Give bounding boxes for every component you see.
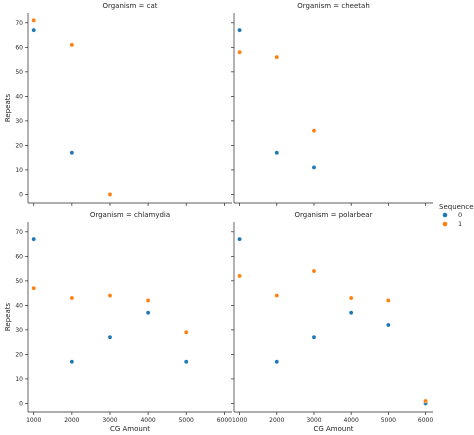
x-tick-label: 2000 bbox=[269, 417, 284, 424]
x-tick-label: 5000 bbox=[381, 417, 396, 424]
point-sequence-0 bbox=[386, 322, 391, 328]
point-sequence-1 bbox=[69, 295, 75, 301]
y-tick-label: 70 bbox=[15, 20, 23, 27]
y-tick-label: 20 bbox=[15, 351, 23, 358]
x-tick-label: 1000 bbox=[232, 417, 247, 424]
y-tick-label: 30 bbox=[15, 327, 23, 334]
legend-marker-0 bbox=[442, 212, 448, 218]
x-tick-label: 5000 bbox=[179, 417, 194, 424]
point-sequence-1 bbox=[274, 54, 280, 60]
legend-label: 0 bbox=[458, 211, 462, 219]
point-sequence-1 bbox=[423, 398, 428, 404]
point-sequence-1 bbox=[386, 298, 391, 303]
point-sequence-1 bbox=[183, 330, 189, 335]
y-tick-label: 50 bbox=[15, 278, 23, 285]
y-tick-label: 0 bbox=[19, 191, 23, 198]
y-tick-label: 10 bbox=[15, 167, 23, 174]
legend-label: 1 bbox=[458, 220, 462, 228]
panel-chlamydia: Organism = chlamydia 0 10 20 30 40 50 60 70 1000 2… bbox=[4, 211, 232, 433]
y-tick-label: 10 bbox=[15, 376, 23, 383]
point-sequence-0 bbox=[311, 165, 317, 170]
point-sequence-0 bbox=[31, 236, 36, 242]
panel-cat: Organism = cat 0 10 20 30 40 50 60 70 Repeats bbox=[4, 2, 232, 206]
point-sequence-0 bbox=[237, 27, 242, 33]
facet-grid: Organism = cat010203040506070RepeatsOrga… bbox=[4, 2, 433, 433]
point-sequence-1 bbox=[311, 268, 317, 274]
y-axis-label: Repeats bbox=[4, 303, 12, 332]
panel-title: Organism = cheetah bbox=[297, 2, 370, 10]
y-tick-label: 50 bbox=[15, 69, 23, 76]
y-tick-label: 60 bbox=[15, 253, 23, 260]
point-sequence-0 bbox=[311, 334, 317, 340]
x-tick-label: 4000 bbox=[140, 417, 155, 424]
point-sequence-0 bbox=[274, 150, 280, 156]
point-sequence-1 bbox=[311, 128, 317, 133]
point-sequence-1 bbox=[31, 18, 36, 23]
point-sequence-0 bbox=[237, 236, 242, 242]
y-tick-label: 40 bbox=[15, 93, 23, 100]
panel-title: Organism = chlamydia bbox=[90, 211, 170, 219]
point-sequence-1 bbox=[107, 192, 113, 197]
x-tick-label: 2000 bbox=[64, 417, 79, 424]
point-sequence-1 bbox=[274, 293, 280, 298]
point-sequence-1 bbox=[107, 293, 113, 298]
point-sequence-1 bbox=[145, 298, 151, 303]
y-tick-label: 40 bbox=[15, 302, 23, 309]
point-sequence-1 bbox=[237, 49, 242, 55]
x-tick-label: 1000 bbox=[26, 417, 41, 424]
legend-title: Sequence bbox=[439, 203, 474, 211]
point-sequence-0 bbox=[183, 359, 189, 365]
panel-title: Organism = polarbear bbox=[295, 211, 373, 219]
x-tick-label: 6000 bbox=[217, 417, 232, 424]
y-axis-label: Repeats bbox=[4, 94, 12, 123]
y-tick-label: 20 bbox=[15, 142, 23, 149]
x-axis-label: CG Amount bbox=[313, 425, 353, 433]
point-sequence-0 bbox=[348, 310, 354, 315]
y-tick-label: 30 bbox=[15, 118, 23, 125]
x-tick-label: 3000 bbox=[102, 417, 117, 424]
x-tick-label: 3000 bbox=[306, 417, 321, 424]
x-tick-label: 4000 bbox=[344, 417, 359, 424]
point-sequence-1 bbox=[31, 285, 36, 291]
x-tick-label: 6000 bbox=[418, 417, 433, 424]
point-sequence-0 bbox=[31, 27, 36, 33]
point-sequence-0 bbox=[107, 334, 113, 340]
point-sequence-0 bbox=[69, 359, 75, 365]
panel-cheetah: Organism = cheetah bbox=[231, 2, 433, 206]
point-sequence-1 bbox=[348, 295, 354, 301]
panel-polarbear: Organism = polarbear 1000 2000 3000 4000 5000… bbox=[231, 211, 433, 433]
y-tick-label: 60 bbox=[15, 44, 23, 51]
point-sequence-0 bbox=[69, 150, 75, 156]
x-axis-label: CG Amount bbox=[110, 425, 150, 433]
point-sequence-0 bbox=[274, 359, 280, 365]
panel-title: Organism = cat bbox=[102, 2, 157, 10]
point-sequence-1 bbox=[237, 273, 242, 279]
point-sequence-1 bbox=[69, 42, 75, 48]
legend-marker-1 bbox=[442, 221, 448, 227]
point-sequence-0 bbox=[145, 310, 151, 315]
y-tick-label: 70 bbox=[15, 229, 23, 236]
y-tick-label: 0 bbox=[19, 400, 23, 407]
legend: Sequence 01 bbox=[439, 203, 474, 228]
